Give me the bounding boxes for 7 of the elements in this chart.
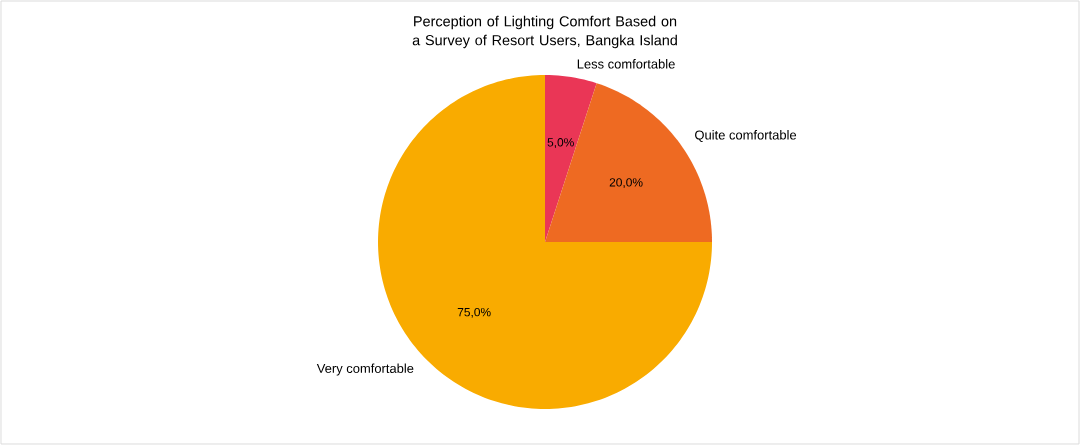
slice-label: Very comfortable xyxy=(316,363,414,376)
data-label: 75,0% xyxy=(457,307,491,318)
slice-label: Less comfortable xyxy=(577,59,675,69)
data-label: 5,0% xyxy=(547,138,574,148)
chart-title: Perception of Lighting Comfort Based on a Survey of Resort Users, Bangka Island xyxy=(412,15,677,49)
slice-label: Quite comfortable xyxy=(695,130,797,142)
data-label: 20,0% xyxy=(609,178,643,189)
